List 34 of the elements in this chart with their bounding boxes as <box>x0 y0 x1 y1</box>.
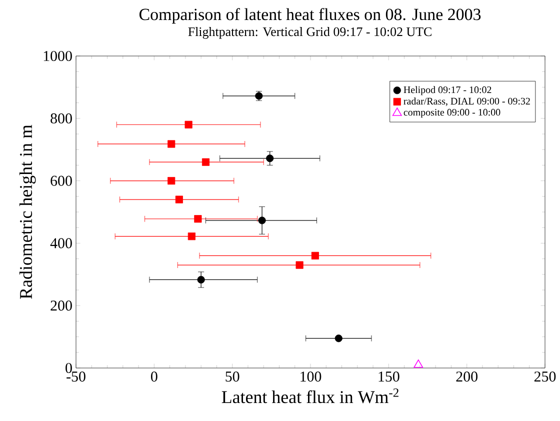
chart-title: Comparison of latent heat fluxes on 08. June 2003 <box>139 8 481 24</box>
x-tick-label: 250 <box>534 372 556 382</box>
point <box>296 261 304 269</box>
legend-label: Helipod 09:17 - 10:02 <box>404 86 492 96</box>
y-tick-label: 800 <box>50 113 72 124</box>
point <box>168 177 176 185</box>
point <box>194 215 202 223</box>
y-tick-label: 600 <box>50 176 72 186</box>
point <box>266 154 274 162</box>
x-axis-title: Latent heat flux in Wm$^{-2}$ <box>222 388 398 404</box>
legend-label: radar/Rass, DIAL 09:00 - 09:32 <box>404 98 530 106</box>
y-tick-label: 1000 <box>44 50 72 62</box>
legend-label: composite 09:00 - 10:00 <box>404 108 500 118</box>
point <box>175 196 183 204</box>
point <box>414 360 424 368</box>
point <box>311 252 319 260</box>
y-tick-label: 0 <box>66 362 72 374</box>
y-axis-title: Radiometric height in m <box>19 124 36 299</box>
point <box>202 158 210 166</box>
x-tick-label: 0 <box>150 372 158 382</box>
y-tick-label: 200 <box>50 300 72 311</box>
y-tick-label: 400 <box>50 238 72 248</box>
x-tick-label: 150 <box>378 372 400 382</box>
x-tick-label: 200 <box>456 372 478 382</box>
point <box>184 120 192 128</box>
chart-subtitle: Flightpattern: Vertical Grid 09:17 - 10:02 UTC <box>188 27 432 39</box>
point <box>197 276 205 284</box>
point <box>334 334 342 342</box>
x-tick-label: 100 <box>300 372 322 382</box>
point <box>168 140 176 148</box>
x-tick-label: 50 <box>226 372 240 382</box>
point <box>188 232 196 240</box>
x-tick-label: -50 <box>66 372 86 382</box>
point <box>258 216 266 224</box>
